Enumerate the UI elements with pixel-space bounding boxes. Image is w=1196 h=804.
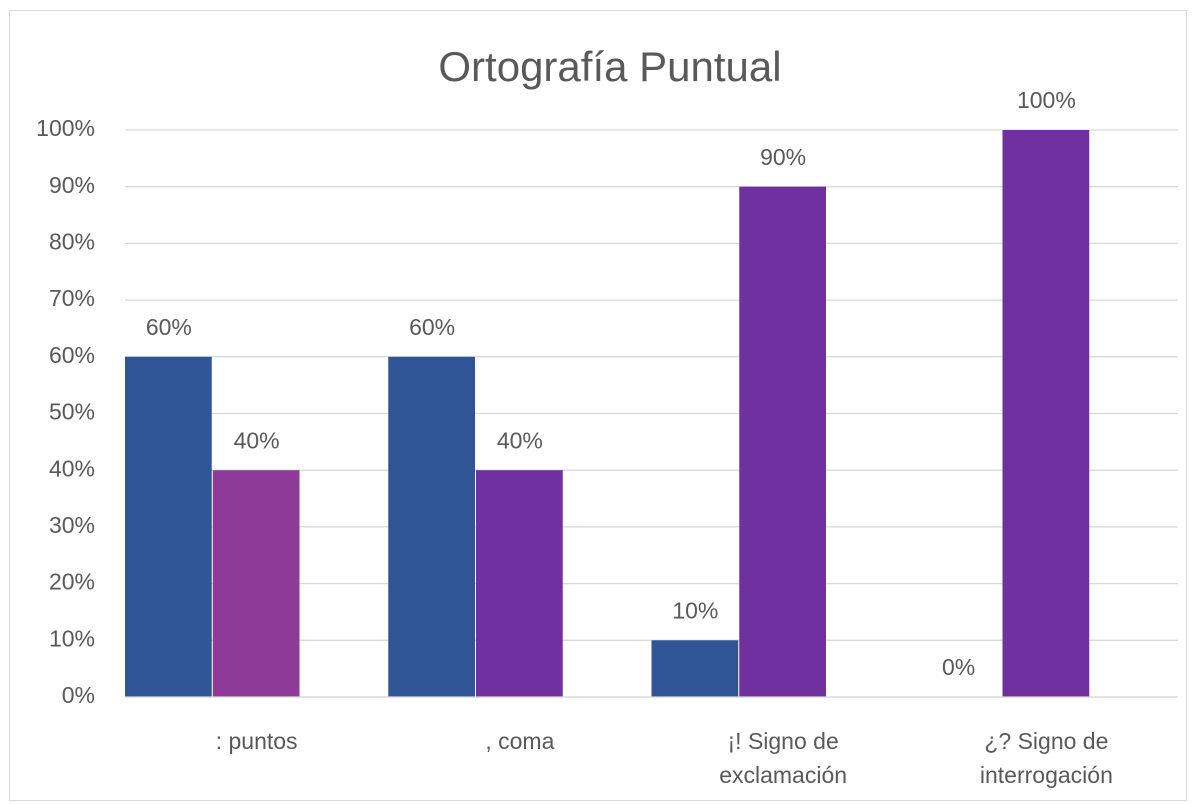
x-tick-label: , coma	[485, 728, 555, 754]
y-tick-label: 20%	[49, 569, 95, 595]
chart-title: Ortografía Puntual	[438, 43, 781, 90]
data-label: 90%	[760, 144, 806, 170]
data-label: 60%	[409, 314, 455, 340]
y-tick-label: 80%	[49, 228, 95, 254]
y-tick-label: 50%	[49, 399, 95, 425]
y-tick-label: 30%	[49, 512, 95, 538]
y-tick-label: 100%	[36, 115, 95, 141]
x-tick-label: ¡! Signo de exclamación	[719, 728, 848, 788]
data-label: 60%	[146, 314, 192, 340]
y-tick-label: 90%	[49, 172, 95, 198]
data-label: 40%	[497, 427, 543, 453]
data-label: 0%	[942, 654, 975, 680]
x-tick-label: ¿? Signo de interrogación	[979, 728, 1113, 788]
bar	[212, 470, 300, 697]
data-label: 40%	[234, 427, 280, 453]
bar	[476, 470, 563, 697]
x-tick-label: : puntos	[215, 728, 298, 754]
data-label: 100%	[1017, 87, 1076, 113]
y-tick-label: 40%	[49, 455, 95, 481]
bar	[651, 640, 739, 697]
bar	[739, 186, 826, 697]
y-tick-label: 60%	[49, 342, 95, 368]
bar	[388, 356, 475, 697]
bar	[125, 356, 212, 697]
y-tick-label: 10%	[49, 625, 95, 651]
y-tick-label: 0%	[62, 682, 95, 708]
y-tick-label: 70%	[49, 285, 95, 311]
data-label: 10%	[672, 597, 718, 623]
bar	[1002, 130, 1090, 697]
